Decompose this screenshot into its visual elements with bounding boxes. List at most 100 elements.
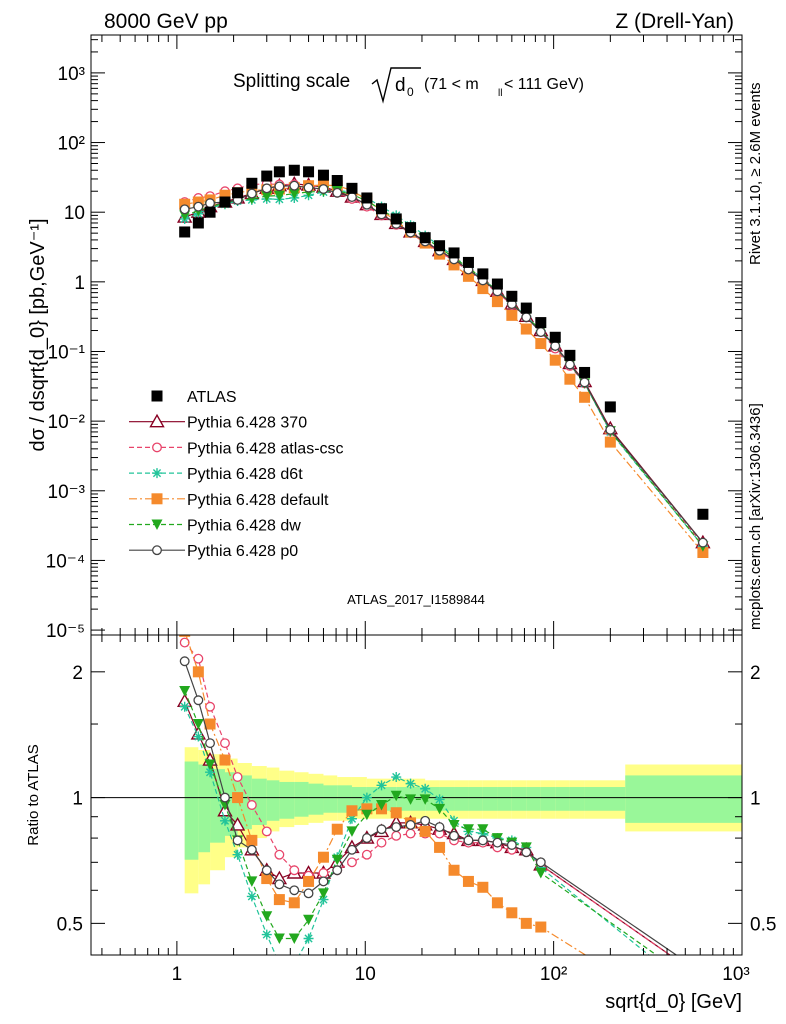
y-tick-label: 1 [74, 273, 85, 294]
series-line [184, 183, 704, 544]
legend-label: Pythia 6.428 370 [187, 415, 307, 432]
ratio-point [232, 835, 243, 846]
data-point [697, 508, 709, 520]
ratio-point [491, 897, 503, 909]
legend-entry: Pythia 6.428 370 [129, 413, 307, 432]
legend-entry: Pythia 6.428 default [129, 492, 329, 509]
title-range-end: < 111 GeV) [504, 76, 584, 93]
data-point [261, 183, 272, 194]
green-band-segment [279, 781, 295, 819]
data-point [332, 187, 343, 198]
ratio-point [376, 824, 387, 835]
y-tick-label: 10⁻¹ [48, 342, 86, 363]
ratio-point [346, 826, 358, 837]
ratio-tick-label: 1 [72, 789, 83, 810]
y-tick-label: 10⁻⁴ [46, 551, 85, 572]
data-point [491, 278, 503, 290]
green-band-segment [468, 787, 483, 811]
ratio-point [318, 876, 329, 887]
y-tick-label: 10⁻³ [48, 482, 86, 503]
x-tick-label: 10² [540, 964, 567, 985]
ratio-point [261, 873, 273, 885]
data-point [193, 201, 204, 212]
ratio-point [405, 828, 416, 839]
ratio-point [273, 894, 285, 906]
green-band-segment [308, 783, 324, 815]
green-band-segment [584, 787, 626, 811]
ratio-point [434, 822, 445, 833]
ratio-point [219, 815, 230, 826]
legend-entry: Pythia 6.428 atlas-csc [129, 440, 344, 457]
data-point [491, 296, 503, 308]
ratio-point [219, 800, 231, 811]
data-point [434, 240, 446, 252]
data-point [179, 226, 191, 238]
legend-label: Pythia 6.428 default [187, 492, 329, 509]
plot-title: Splitting scale d 0 (71 < m ll < 111 GeV… [233, 67, 584, 104]
ratio-point [274, 849, 285, 860]
ratio-point [506, 840, 517, 850]
data-point [579, 377, 590, 388]
rivet-label: Rivet 3.1.10, ≥ 2.6M events [747, 83, 764, 266]
data-point [462, 270, 474, 282]
data-point [520, 302, 532, 314]
title-main: Splitting scale [233, 71, 350, 92]
ratio-point [434, 794, 445, 805]
ratio-point [220, 738, 230, 749]
ratio-point [390, 807, 402, 819]
data-point [579, 391, 591, 403]
ratio-point [463, 835, 474, 846]
data-point [604, 436, 616, 448]
ratio-point [261, 865, 272, 876]
ratio-point [506, 907, 518, 919]
data-point [604, 401, 616, 413]
green-band-segment [482, 787, 498, 811]
ratio-point [376, 780, 387, 791]
ratio-point [261, 911, 273, 922]
title-symbol: d [395, 75, 406, 96]
data-point [192, 217, 204, 229]
data-point [520, 323, 532, 335]
green-band-segment [184, 761, 199, 860]
green-band-segment [237, 775, 252, 830]
green-band-segment [526, 787, 541, 811]
data-point [564, 359, 575, 370]
ratio-point [535, 867, 547, 879]
ratio-point [288, 897, 300, 909]
legend-entry: Pythia 6.428 dw [129, 518, 301, 535]
green-band-segment [294, 781, 309, 817]
x-tick-label: 1 [172, 964, 183, 985]
ratio-point [535, 921, 547, 933]
ratio-point [220, 792, 230, 803]
data-point [318, 184, 329, 194]
ratio-point [391, 772, 402, 783]
x-axis-title: sqrt{d_0} [GeV] [605, 991, 742, 1013]
ratio-point [274, 959, 284, 969]
data-point [347, 192, 357, 202]
ratio-series-pythia-6-428-p0 [179, 656, 678, 955]
energy-label: 8000 GeV pp [104, 10, 228, 33]
data-point [303, 182, 314, 193]
ratio-point [376, 837, 387, 848]
legend-marker [149, 413, 165, 428]
ratio-point [434, 841, 446, 853]
ratio-point [289, 865, 300, 876]
ratio-point [179, 637, 190, 648]
ratio-point [232, 772, 243, 782]
green-band-segment [454, 787, 469, 811]
ratio-point [361, 803, 373, 815]
ratio-point [204, 718, 216, 730]
ratio-line [184, 642, 671, 955]
ratio-point [521, 847, 532, 858]
ratio-tick-label: 2 [72, 663, 83, 684]
ratio-point [420, 815, 431, 826]
ratio-point [405, 778, 416, 789]
data-point [462, 256, 474, 268]
y-tick-label: 10³ [58, 64, 85, 85]
ratio-point [303, 933, 314, 944]
ratio-point [419, 794, 431, 805]
legend-label: Pythia 6.428 dw [187, 518, 301, 535]
ratio-point [205, 767, 216, 778]
legend-marker [151, 390, 163, 402]
